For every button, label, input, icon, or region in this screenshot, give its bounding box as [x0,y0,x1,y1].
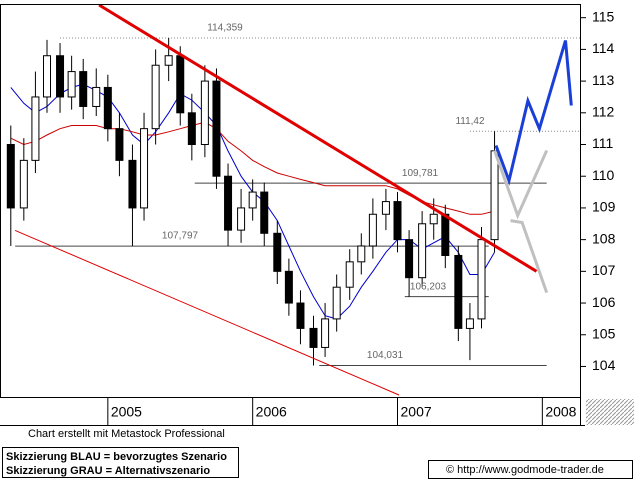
trendline [98,5,538,273]
legend-line: Skizzierung BLAU = bevorzugtes Szenario [6,451,227,463]
y-tick-label: 108 [592,230,616,246]
candle-body [92,86,101,107]
candle-body [345,261,354,288]
candle-body [19,159,28,209]
x-tick-label: 2007 [401,404,432,420]
candle-body [332,286,341,320]
candle-body [6,144,15,209]
y-tick-label: 115 [592,8,615,24]
scenario-line [510,219,549,294]
candle-body [176,55,185,114]
note: Chart erstellt mit Metastock Professiona… [28,428,225,440]
candle-body [321,318,330,348]
candle-body [465,318,474,329]
candle-body [454,254,463,329]
candle-body [43,55,52,98]
candle-body [357,245,366,263]
candle-body [67,71,76,98]
y-tick-label: 106 [592,294,616,310]
candle-body [309,327,318,348]
legend-box [2,447,239,478]
candle-body [381,201,390,215]
candle-body [418,223,427,279]
plot-area: 104 105 106 107 108 109 110 111 112 113 114 115 2005… [6,5,616,425]
candle-body [248,191,257,209]
level-label: 111,42 [455,116,485,127]
candle-body [441,213,450,256]
y-tick-label: 112 [592,104,615,120]
candle-body [490,150,499,241]
y-tick-label: 114 [592,40,615,56]
y-tick-label: 107 [592,262,616,278]
trendline [14,229,400,396]
y-tick-label: 111 [592,135,613,151]
legend-line: Skizzierung GRAU = Alternativszenario [6,465,210,477]
y-tick-label: 105 [592,325,616,341]
y-tick-label: 110 [592,167,615,183]
corner-hatch [586,399,634,425]
candle-body [429,213,438,225]
candle-body [140,128,149,209]
x-tick-label: 2006 [256,404,287,420]
candle-body [237,207,246,231]
candle-body [128,159,137,209]
candle-body [56,55,65,98]
scenario-line [494,40,573,186]
candle-body [477,239,486,320]
level-label: 107,797 [162,231,199,242]
level-label: 114,359 [207,23,243,34]
candle-body [103,86,112,130]
candle-body [368,213,377,247]
level-label: 104,031 [367,350,404,361]
candle-body [224,175,233,231]
candle-body [164,55,173,66]
candle-body [260,191,269,234]
y-tick-label: 109 [592,199,616,215]
candle-body [405,239,414,279]
candle-body [393,201,402,241]
candle-body [296,302,305,329]
copyright: © http://www.godmode-trader.de [446,464,604,476]
y-tick-label: 104 [592,357,616,373]
candle-body [273,232,282,272]
candle-body [115,128,124,161]
x-tick-label: 2008 [545,404,576,420]
plot-frame [0,4,581,398]
candle-body [31,96,40,161]
candle-body [200,80,209,146]
candle-body [79,71,88,107]
candle-body [284,270,293,304]
y-tick-label: 113 [592,72,615,88]
level-label: 106,203 [410,281,447,292]
copyright-box [428,460,633,479]
candle-body [212,80,221,177]
level-label: 109,781 [402,168,439,179]
candle-body [151,64,160,130]
candle-body [187,112,196,146]
plot-content [6,5,580,396]
scenario-line [493,149,549,220]
x-tick-label: 2005 [111,404,142,420]
